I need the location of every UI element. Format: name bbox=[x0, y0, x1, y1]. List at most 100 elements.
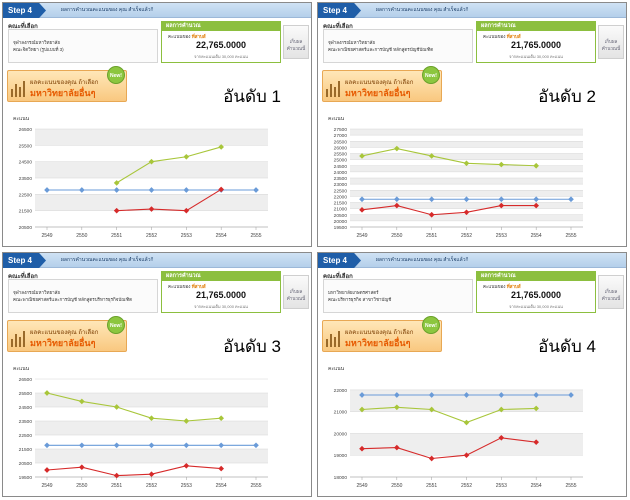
x-tick-label: 2549 bbox=[356, 483, 367, 489]
result-label: คะแนนของ ที่สาบส์ bbox=[168, 33, 206, 40]
y-tick-label: 25500 bbox=[19, 391, 33, 397]
faculty-label: คณะที่เลือก bbox=[8, 24, 38, 30]
data-point bbox=[359, 196, 365, 203]
result-label-name: ที่สาบส์ bbox=[506, 34, 521, 39]
banner-line1: ผลคะแนนของคุณ ถ้าเลือก bbox=[345, 330, 414, 336]
y-tick-label: 21500 bbox=[19, 447, 33, 453]
data-point bbox=[148, 187, 155, 193]
y-tick-label: 19000 bbox=[334, 453, 348, 459]
y-axis-label: คะแนน bbox=[13, 366, 30, 372]
score-value: 21,765.0000 bbox=[510, 40, 562, 50]
data-point bbox=[498, 392, 505, 398]
x-tick-label: 2551 bbox=[111, 483, 122, 489]
step-message: ผลการคำนวณคะแนนของ คุณ สำเร็จแล้ว!! bbox=[61, 257, 154, 263]
bar-chart-icon bbox=[326, 79, 342, 97]
faculty-program: คณะจิตวิทยา (รูปแบบที่ 3) bbox=[13, 47, 64, 52]
data-point bbox=[113, 187, 120, 193]
banner-line1: ผลคะแนนของคุณ ถ้าเลือก bbox=[345, 80, 414, 86]
series-line bbox=[361, 148, 537, 167]
y-tick-label: 20000 bbox=[334, 431, 348, 437]
save-result-button[interactable]: เก็บผล คำนวณนี้ bbox=[598, 25, 624, 59]
y-tick-label: 23500 bbox=[19, 176, 33, 182]
score-value: 21,765.0000 bbox=[195, 290, 247, 300]
data-point bbox=[253, 187, 259, 193]
data-point bbox=[463, 160, 470, 167]
data-point bbox=[113, 207, 120, 214]
grid-band bbox=[350, 129, 583, 136]
y-tick-label: 26000 bbox=[334, 145, 348, 151]
result-label-prefix: คะแนนของ bbox=[483, 284, 506, 289]
data-point bbox=[113, 442, 120, 449]
x-tick-label: 2551 bbox=[111, 233, 122, 239]
data-point bbox=[359, 207, 365, 213]
y-tick-label: 26500 bbox=[19, 377, 33, 383]
y-tick-label: 27000 bbox=[334, 133, 348, 139]
result-label: คะแนนของ ที่สาบส์ bbox=[168, 283, 206, 290]
result-label-prefix: คะแนนของ bbox=[483, 34, 506, 39]
data-point bbox=[79, 187, 85, 193]
new-badge: New! bbox=[107, 316, 125, 334]
result-box: ผลการคำนวณ คะแนนของ ที่สาบส์ 22,765.0000 จา… bbox=[161, 21, 281, 63]
y-axis-label: คะแนน bbox=[13, 116, 30, 122]
series-line bbox=[361, 205, 537, 216]
save-result-button[interactable]: เก็บผล คำนวณนี้ bbox=[283, 25, 309, 59]
rank-label: อันดับ 4 bbox=[538, 337, 596, 356]
data-point bbox=[218, 144, 224, 150]
x-tick-label: 2552 bbox=[146, 233, 157, 239]
step-header: Step 4 ผลการคำนวณคะแนนของ คุณ สำเร็จแล้ว!… bbox=[3, 3, 311, 18]
score-trend-chart: คะแนน 19500 20500 21500 22500 23500 24500 25500… bbox=[13, 366, 268, 489]
grid-band bbox=[35, 393, 268, 407]
data-point bbox=[394, 392, 400, 398]
result-box: ผลการคำนวณ คะแนนของ ที่สาบส์ 21,765.0000 จา… bbox=[476, 271, 596, 313]
y-tick-label: 21000 bbox=[334, 207, 348, 213]
data-point bbox=[183, 462, 190, 469]
data-point bbox=[113, 180, 120, 186]
result-panel: Step 4 ผลการคำนวณคะแนนของ คุณ สำเร็จแล้ว!… bbox=[2, 2, 312, 247]
y-tick-label: 24500 bbox=[334, 164, 348, 170]
result-header: ผลการคำนวณ bbox=[477, 22, 595, 31]
x-tick-label: 2549 bbox=[41, 233, 52, 239]
y-axis-label: คะแนน bbox=[328, 116, 345, 122]
faculty-label: คณะที่เลือก bbox=[323, 274, 353, 280]
score-trend-chart: คะแนน 18000 19000 20000 21000 22000 2549 2550 25… bbox=[328, 366, 583, 489]
faculty-program: คณะบริหารธุรกิจ สาขาวิชาบัญชี bbox=[328, 297, 392, 302]
data-point bbox=[498, 406, 505, 413]
x-tick-label: 2554 bbox=[531, 483, 542, 489]
y-tick-label: 26500 bbox=[334, 139, 348, 145]
result-label: คะแนนของ ที่สาบส์ bbox=[483, 33, 521, 40]
score-note: จากคะแนนเต็ม 30,000 คะแนน bbox=[509, 54, 563, 59]
grid-band bbox=[350, 153, 583, 160]
grid-band bbox=[350, 141, 583, 148]
x-tick-label: 2553 bbox=[181, 483, 192, 489]
y-tick-label: 22500 bbox=[19, 433, 33, 439]
data-point bbox=[428, 392, 435, 398]
step-message: ผลการคำนวณคะแนนของ คุณ สำเร็จแล้ว!! bbox=[376, 7, 469, 13]
result-label-name: ที่สาบส์ bbox=[191, 284, 206, 289]
x-tick-label: 2551 bbox=[426, 233, 437, 239]
banner-line2: มหาวิทยาลัยอื่นๆ bbox=[30, 88, 96, 98]
y-tick-label: 26500 bbox=[19, 127, 33, 133]
save-result-button[interactable]: เก็บผล คำนวณนี้ bbox=[598, 275, 624, 309]
y-tick-label: 21000 bbox=[334, 410, 348, 416]
score-value: 22,765.0000 bbox=[195, 40, 247, 50]
grid-band bbox=[35, 129, 268, 146]
grid-band bbox=[35, 449, 268, 463]
y-tick-label: 22000 bbox=[334, 388, 348, 394]
result-header: ผลการคำนวณ bbox=[162, 272, 280, 281]
new-badge: New! bbox=[107, 66, 125, 84]
data-point bbox=[498, 161, 505, 168]
bar-chart-icon bbox=[11, 79, 27, 97]
step-header: Step 4 ผลการคำนวณคะแนนของ คุณ สำเร็จแล้ว!… bbox=[318, 3, 626, 18]
bar-chart-icon bbox=[326, 329, 342, 347]
data-point bbox=[218, 415, 224, 422]
y-tick-label: 20500 bbox=[19, 225, 33, 231]
save-result-button[interactable]: เก็บผล คำนวณนี้ bbox=[283, 275, 309, 309]
data-point bbox=[44, 467, 50, 473]
result-label-name: ที่สาบส์ bbox=[506, 284, 521, 289]
y-tick-label: 24000 bbox=[334, 170, 348, 176]
grid-band bbox=[350, 202, 583, 209]
x-tick-label: 2554 bbox=[216, 483, 227, 489]
x-tick-label: 2555 bbox=[565, 233, 576, 239]
result-box: ผลการคำนวณ คะแนนของ ที่สาบส์ 21,765.0000 จา… bbox=[161, 271, 281, 313]
y-tick-label: 23500 bbox=[334, 176, 348, 182]
